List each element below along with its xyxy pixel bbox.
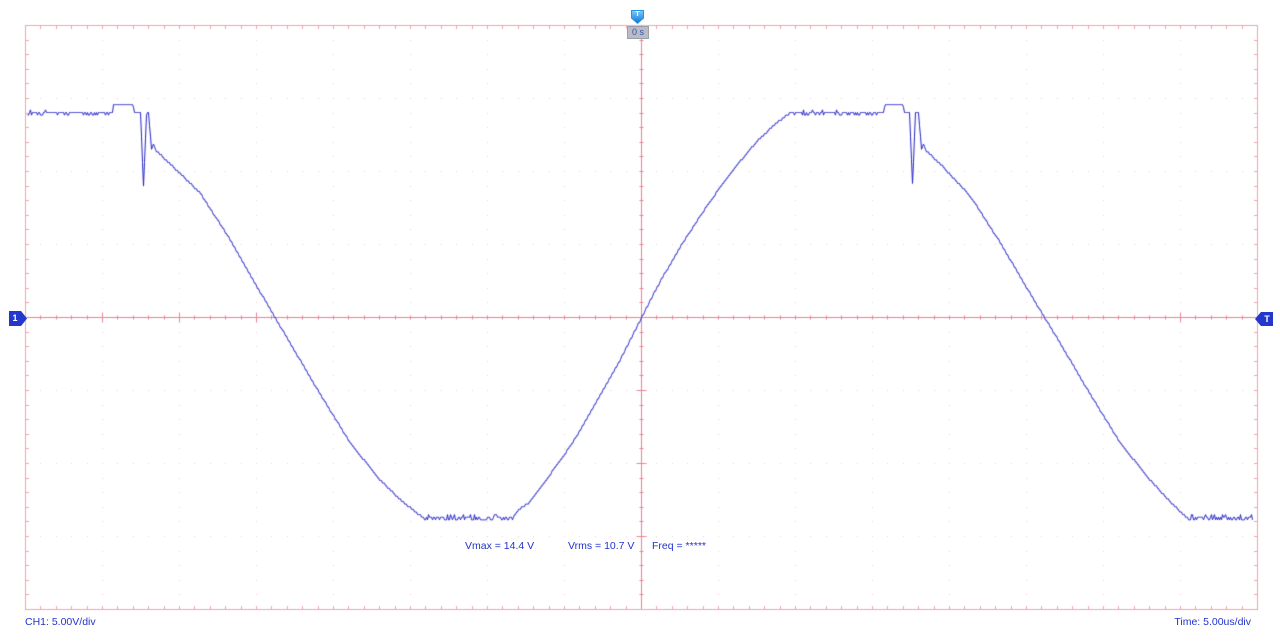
channel-scale-label: CH1: 5.00V/div [25, 616, 96, 628]
trigger-level-marker-label: T [1264, 314, 1270, 324]
timebase-label: Time: 5.00us/div [1174, 616, 1251, 628]
measurement-vmax: Vmax = 14.4 V [465, 540, 535, 552]
measurement-vrms: Vrms = 10.7 V [568, 540, 635, 552]
trigger-level-marker[interactable]: T [1255, 312, 1273, 326]
trigger-time-readout: 0 s [627, 26, 649, 39]
trigger-position-marker-icon[interactable]: T [631, 10, 644, 24]
measurement-freq: Freq = ***** [652, 540, 706, 552]
channel1-ground-marker[interactable]: 1 [9, 311, 27, 326]
channel1-marker-label: 1 [12, 313, 18, 323]
trigger-flag-glyph: T [632, 11, 643, 23]
